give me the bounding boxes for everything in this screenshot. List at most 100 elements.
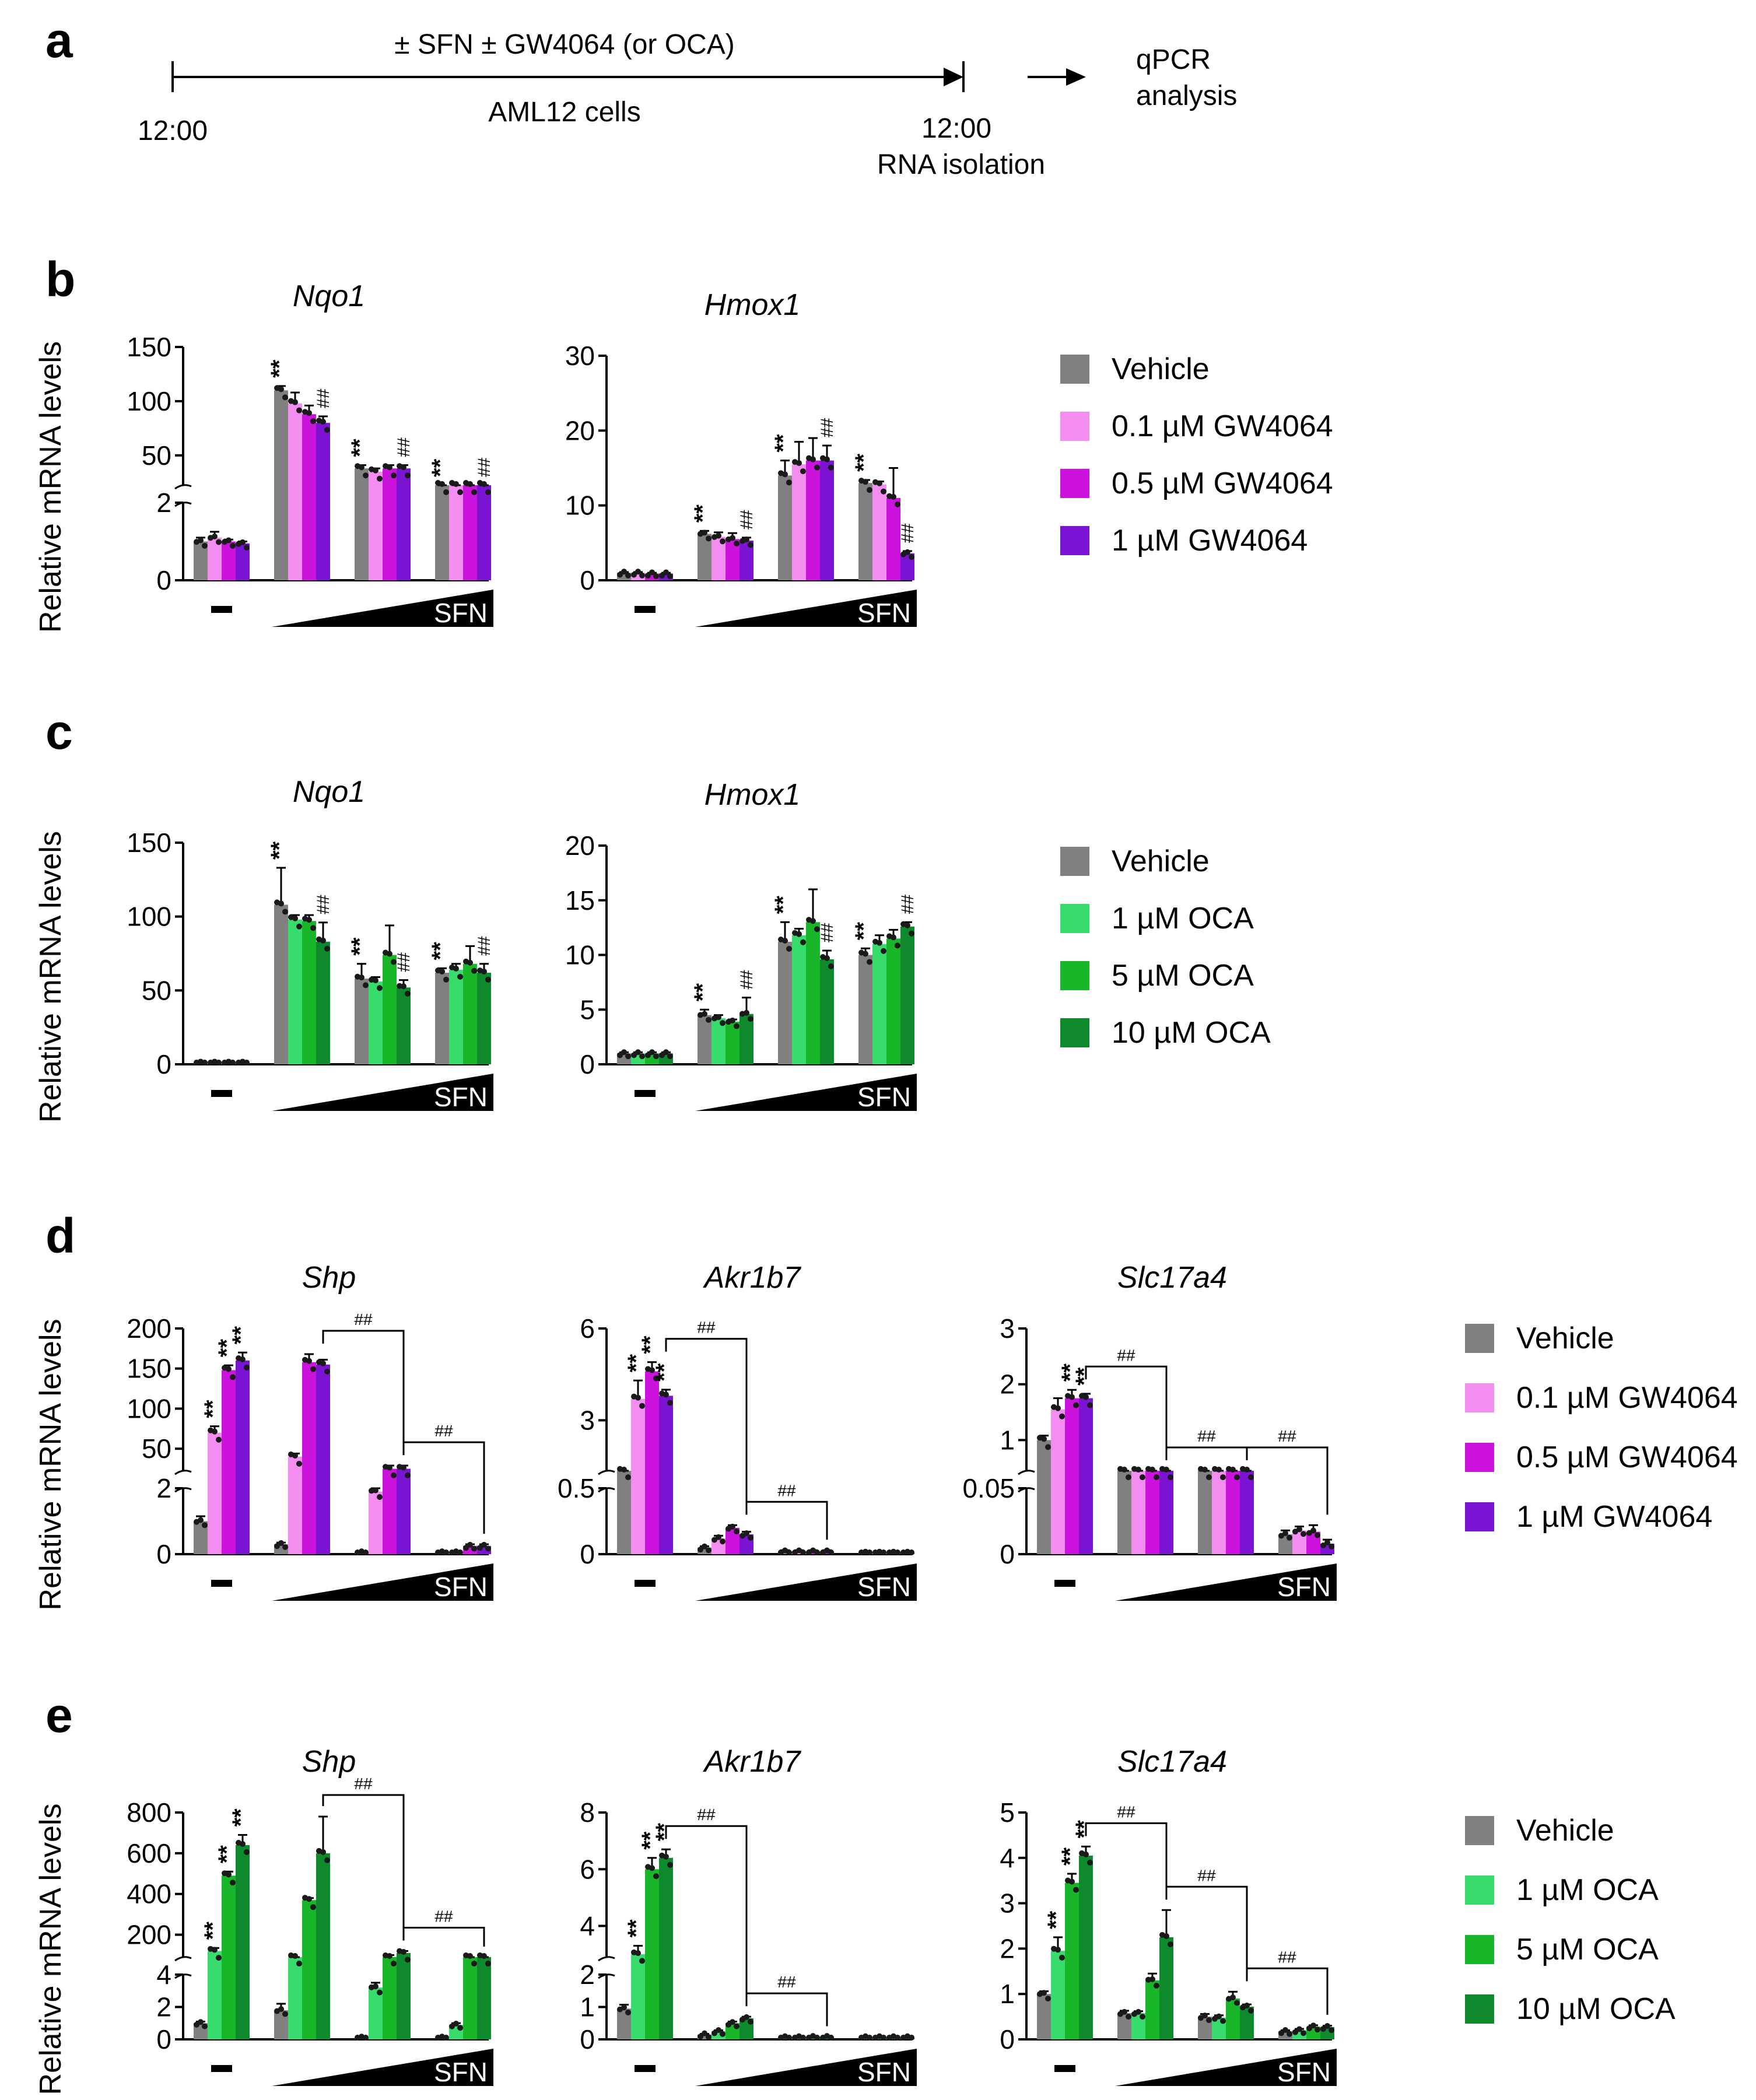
legend-swatch	[1060, 847, 1089, 876]
star-annotation: **	[770, 434, 796, 453]
bracket-label: ##	[1117, 1346, 1135, 1364]
data-point	[895, 2035, 900, 2041]
bar-c-nqo1-g1-s0	[274, 904, 288, 1064]
data-point	[702, 1011, 707, 1017]
data-point	[202, 542, 208, 549]
data-point	[1301, 2030, 1306, 2036]
data-point	[1287, 2031, 1292, 2037]
data-point	[621, 1049, 627, 1056]
bar-d-slc17a4-g2-s3	[1240, 1471, 1254, 1554]
data-point	[278, 900, 284, 907]
bar-d-slc17a4-g1-s3	[1159, 1471, 1173, 1554]
data-point	[457, 489, 463, 495]
legend-label: 1 µM GW4064	[1112, 524, 1308, 558]
y-tick-label: 50	[142, 440, 171, 471]
bar-c-nqo1-g1-s1	[288, 919, 302, 1064]
legend-swatch	[1465, 1816, 1494, 1845]
bar-e-akr1b7-g1-s0	[698, 2034, 711, 2039]
significance-bracket	[1246, 1446, 1329, 1515]
data-point	[617, 1052, 623, 1058]
data-point	[449, 2023, 455, 2029]
data-point	[324, 945, 330, 952]
data-point	[1055, 1405, 1061, 1411]
data-point	[877, 480, 882, 486]
minus-indicator	[211, 606, 232, 613]
bar-d-slc17a4-g1-s0	[1117, 1471, 1131, 1554]
bar-b-hmox1-g1-s0	[698, 534, 711, 580]
data-point	[649, 1367, 655, 1373]
bar-d-slc17a4-g2-s0	[1198, 1471, 1212, 1554]
chart-title: Hmox1	[704, 288, 801, 322]
data-point	[282, 394, 288, 401]
star-annotation: **	[1043, 1910, 1069, 1929]
significance-bracket	[1085, 1365, 1168, 1460]
bar-b-nqo1-g1-s2	[302, 414, 316, 580]
sfn-triangle	[695, 590, 917, 627]
bar-d-shp-g0-s3	[236, 1360, 250, 1554]
data-point	[1329, 1543, 1334, 1549]
data-point	[202, 1522, 208, 1528]
bar-e-shp-g2-s1	[369, 1987, 383, 2039]
bar-b-hmox1-g3-s1	[872, 484, 886, 580]
data-point	[1310, 2022, 1316, 2029]
y-tick-label: 15	[565, 885, 595, 916]
data-point	[748, 1534, 753, 1541]
data-point	[310, 418, 316, 425]
star-annotation: **	[347, 439, 373, 457]
data-point	[716, 2027, 721, 2034]
data-point	[373, 977, 378, 984]
data-point	[405, 990, 411, 997]
axis-break-mark	[598, 1956, 615, 1962]
bar-d-shp-g0-s1	[208, 1432, 222, 1554]
data-point	[240, 1840, 246, 1847]
data-point	[373, 467, 378, 474]
y-axis-label: Relative mRNA levels	[34, 1804, 68, 2095]
significance-bracket	[1165, 1446, 1248, 1460]
bar-e-shp-g3-s3	[477, 1957, 491, 2039]
y-tick-label: 10	[565, 490, 595, 521]
bar-e-akr1b7-g0-s1	[631, 1954, 645, 2039]
bar-c-nqo1-g1-s2	[302, 921, 316, 1064]
bracket-label: ##	[697, 1319, 716, 1337]
bar-d-shp-g2-s2	[383, 1468, 397, 1554]
data-point	[1154, 1982, 1159, 1989]
data-point	[1083, 1851, 1089, 1857]
data-point	[292, 915, 298, 921]
data-point	[443, 489, 449, 495]
data-point	[1083, 1394, 1089, 1400]
data-point	[226, 1871, 232, 1878]
data-point	[1059, 1413, 1065, 1419]
data-point	[1149, 1467, 1155, 1473]
data-point	[481, 481, 487, 487]
bar-d-akr1b7-g1-s0	[698, 1547, 711, 1554]
bar-e-slc17a4-g0-s2	[1065, 1882, 1079, 2039]
star-annotation: **	[623, 1919, 649, 1938]
data-point	[1135, 1467, 1141, 1473]
y-tick-label: 100	[127, 1393, 171, 1424]
data-point	[363, 2035, 369, 2041]
data-point	[1121, 2008, 1127, 2015]
data-point	[481, 1953, 487, 1959]
hash-annotation: ##	[314, 895, 333, 914]
axis-break-mark	[174, 484, 192, 490]
bar-b-nqo1-g2-s0	[355, 468, 369, 580]
data-point	[863, 479, 868, 485]
data-point	[720, 1538, 725, 1545]
data-point	[274, 1543, 280, 1549]
minus-indicator	[635, 1580, 656, 1587]
y-tick-label: 0	[156, 565, 171, 595]
legend-swatch	[1060, 1018, 1089, 1047]
data-point	[867, 2035, 872, 2041]
data-point	[645, 1052, 651, 1058]
bar-b-nqo1-g2-s3	[397, 468, 411, 580]
data-point	[1069, 1878, 1075, 1885]
star-annotation: **	[1071, 1367, 1097, 1386]
bar-d-shp-g1-s1	[288, 1456, 302, 1554]
data-point	[306, 1358, 312, 1364]
data-point	[796, 460, 802, 467]
hash-annotation: ##	[475, 457, 494, 477]
chart-title: Akr1b7	[703, 1261, 802, 1295]
bar-d-slc17a4-g2-s1	[1212, 1471, 1226, 1554]
data-point	[891, 493, 896, 500]
bar-b-hmox1-g0-s3	[659, 573, 673, 580]
